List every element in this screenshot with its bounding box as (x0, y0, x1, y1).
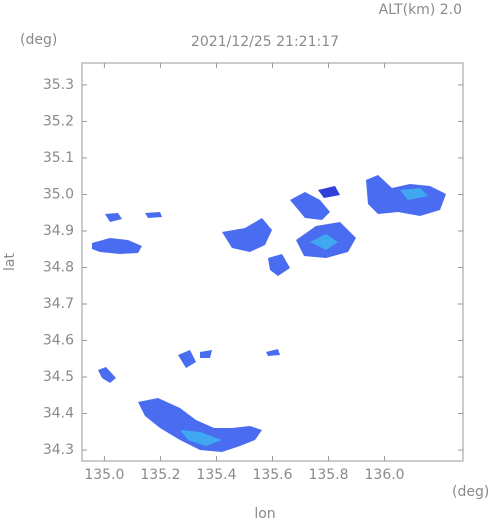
y-unit: (deg) (20, 32, 57, 48)
x-axis-label: lon (254, 506, 275, 521)
y-axis-label: lat (2, 253, 18, 271)
y-tick-label: 34.9 (43, 223, 74, 239)
y-tick-label: 35.2 (43, 113, 74, 129)
chart-title: 2021/12/25 21:21:17 (191, 34, 339, 50)
y-tick-label: 35.0 (43, 186, 74, 202)
y-tick-label: 34.5 (43, 369, 74, 385)
x-tick-label: 136.0 (365, 467, 405, 483)
x-tick-label: 135.2 (140, 467, 180, 483)
y-tick-label: 34.7 (43, 296, 74, 312)
x-tick-label: 135.0 (84, 467, 124, 483)
y-tick-label: 34.3 (43, 442, 74, 458)
y-tick-label: 35.1 (43, 150, 74, 166)
y-tick-label: 34.6 (43, 333, 74, 349)
x-tick-label: 135.6 (252, 467, 292, 483)
x-tick-label: 135.8 (308, 467, 348, 483)
x-tick-label: 135.4 (196, 467, 236, 483)
altitude-label: ALT(km) 2.0 (379, 2, 462, 18)
radar-echoes (92, 175, 446, 452)
y-tick-label: 34.4 (43, 406, 74, 422)
y-tick-label: 34.8 (43, 259, 74, 275)
x-unit: (deg) (452, 484, 489, 500)
y-tick-label: 35.3 (43, 77, 74, 93)
